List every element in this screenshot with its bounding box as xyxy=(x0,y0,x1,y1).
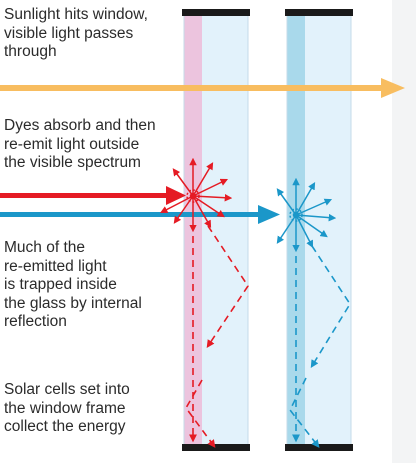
sunlight-label: Sunlight hits window, visible light pass… xyxy=(4,6,148,60)
left-pane-bottom-frame xyxy=(182,444,250,451)
sunlight-arrow xyxy=(0,78,405,98)
red-emission-burst xyxy=(160,157,233,233)
red-incoming-beam xyxy=(0,186,186,205)
background-shade xyxy=(392,0,416,463)
right-glass-pane xyxy=(285,9,353,451)
dyes-label: Dyes absorb and then re-emit light outsi… xyxy=(4,117,156,171)
internal-reflection-label: Much of the re-emitted light is trapped … xyxy=(4,239,142,330)
red-reflection-paths xyxy=(185,225,249,448)
blue-emission-burst xyxy=(276,177,337,253)
blue-incoming-beam xyxy=(0,205,280,224)
left-pane-top-frame xyxy=(182,9,250,16)
solar-cells-label: Solar cells set into the window frame co… xyxy=(4,381,130,435)
right-pane-bottom-frame xyxy=(285,444,353,451)
blue-reflection-paths xyxy=(289,245,351,448)
right-pane-top-frame xyxy=(285,9,353,16)
